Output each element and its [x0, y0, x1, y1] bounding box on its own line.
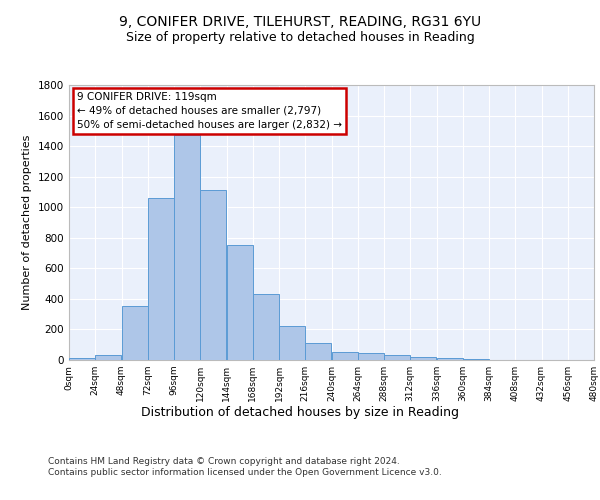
- Bar: [69, 358, 95, 360]
- Bar: [410, 357, 436, 360]
- Bar: [463, 359, 489, 360]
- Y-axis label: Number of detached properties: Number of detached properties: [22, 135, 32, 310]
- Bar: [227, 246, 253, 360]
- Bar: [358, 353, 384, 360]
- Bar: [332, 352, 358, 360]
- Text: Size of property relative to detached houses in Reading: Size of property relative to detached ho…: [125, 31, 475, 44]
- Bar: [279, 326, 305, 360]
- Bar: [95, 354, 121, 360]
- Text: Distribution of detached houses by size in Reading: Distribution of detached houses by size …: [141, 406, 459, 419]
- Text: Contains HM Land Registry data © Crown copyright and database right 2024.
Contai: Contains HM Land Registry data © Crown c…: [48, 458, 442, 477]
- Bar: [122, 306, 148, 360]
- Bar: [384, 356, 410, 360]
- Bar: [174, 136, 200, 360]
- Bar: [200, 190, 226, 360]
- Bar: [148, 198, 174, 360]
- Text: 9 CONIFER DRIVE: 119sqm
← 49% of detached houses are smaller (2,797)
50% of semi: 9 CONIFER DRIVE: 119sqm ← 49% of detache…: [77, 92, 342, 130]
- Bar: [305, 343, 331, 360]
- Text: 9, CONIFER DRIVE, TILEHURST, READING, RG31 6YU: 9, CONIFER DRIVE, TILEHURST, READING, RG…: [119, 16, 481, 30]
- Bar: [253, 294, 279, 360]
- Bar: [437, 358, 463, 360]
